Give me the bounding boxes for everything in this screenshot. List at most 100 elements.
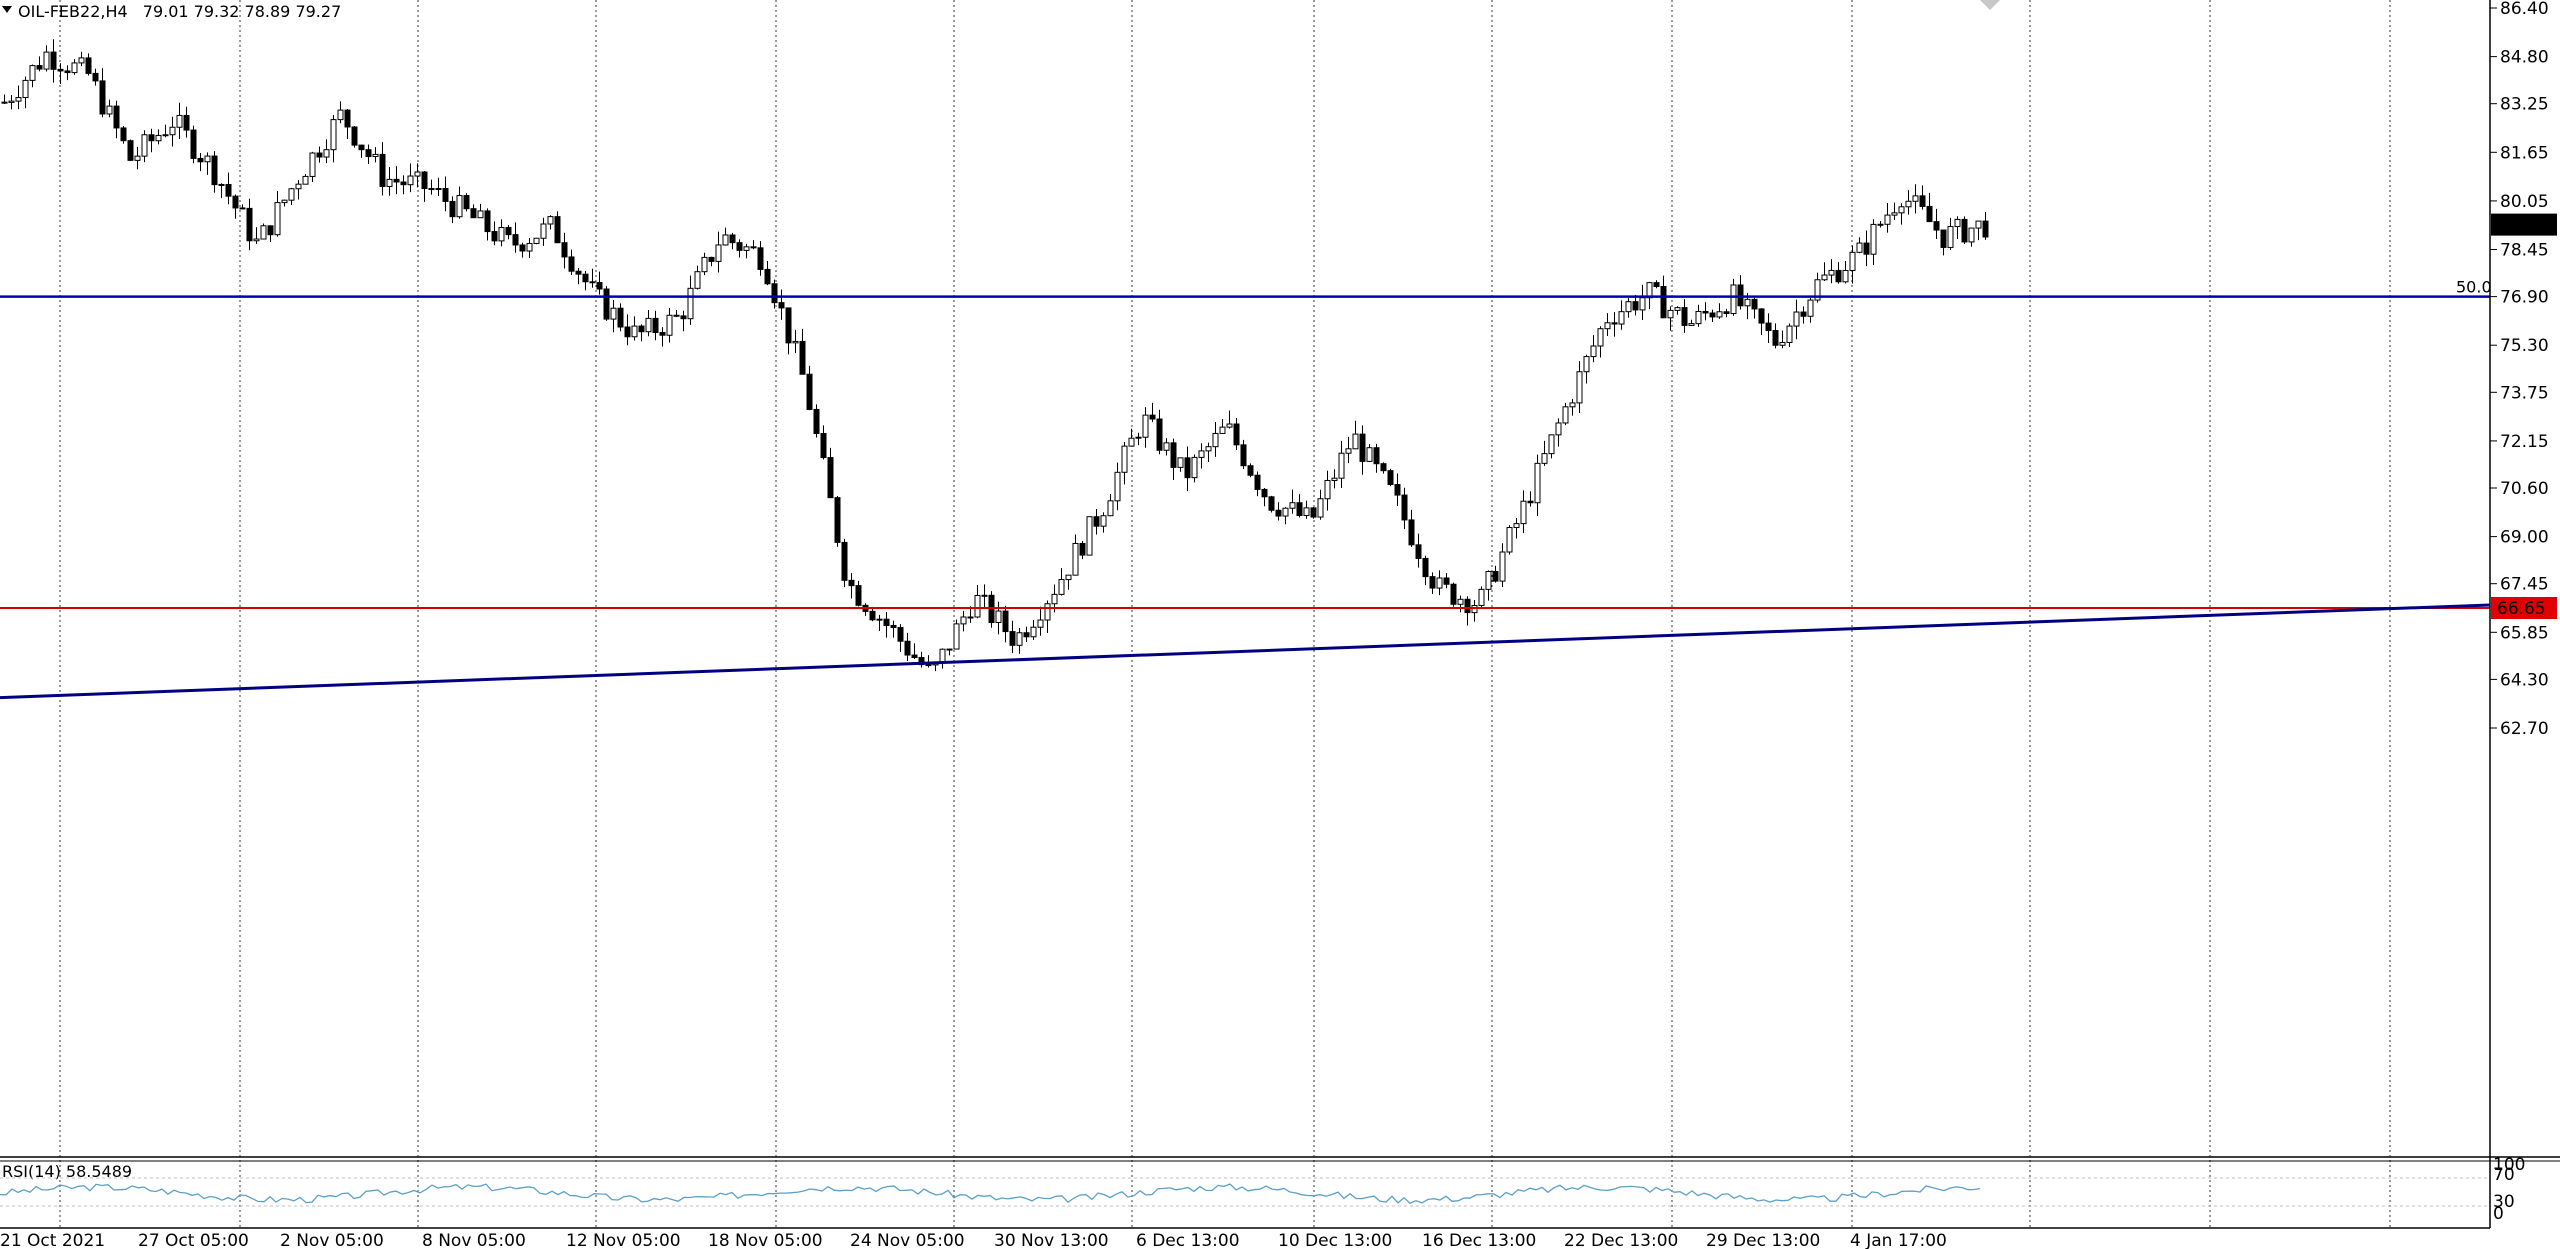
candle-body <box>1100 515 1107 527</box>
candle-body <box>1940 229 1947 248</box>
rsi-tick-label: 70 <box>2493 1165 2515 1185</box>
time-tick-label: 8 Nov 05:00 <box>422 1231 526 1249</box>
time-axis: 21 Oct 2021 27 Oct 05:00 2 Nov 05:00 8 Nov … <box>0 1231 1947 1249</box>
candle-body <box>1275 509 1282 517</box>
collapse-triangle-icon[interactable] <box>2 6 12 13</box>
ascending-trendline[interactable] <box>0 603 2491 700</box>
candle-body <box>1429 576 1436 589</box>
candle-body <box>155 134 162 142</box>
candle-body <box>687 287 694 320</box>
candle-body <box>1884 214 1891 225</box>
candle-body <box>1436 577 1443 589</box>
candle-body <box>904 640 911 656</box>
candle-body <box>470 208 477 219</box>
candle-body <box>288 188 295 201</box>
candle-body <box>225 183 232 197</box>
candle-body <box>1688 323 1695 326</box>
price-tick-label: 76.90 <box>2500 288 2549 308</box>
candle-body <box>1254 474 1261 490</box>
rsi-line <box>0 1183 1981 1205</box>
candle-body <box>1345 448 1352 454</box>
candle-body <box>1982 220 1989 238</box>
candle-body <box>582 273 589 283</box>
candle-body <box>1212 432 1219 448</box>
candle-body <box>1184 457 1191 479</box>
candle-body <box>442 188 449 202</box>
candle-body <box>372 153 379 158</box>
candle-body <box>827 457 834 499</box>
candle-body <box>1870 223 1877 255</box>
candle-body <box>820 432 827 459</box>
candle-body <box>1422 557 1429 578</box>
candle-body <box>771 283 778 304</box>
candle-body <box>1457 598 1464 605</box>
candle-body <box>1520 500 1527 525</box>
candle-body <box>1387 470 1394 486</box>
candle-body <box>813 408 820 434</box>
time-tick-label: 22 Dec 13:00 <box>1564 1231 1678 1249</box>
candle-body <box>953 623 960 650</box>
candle-body <box>694 271 701 289</box>
shift-marker-icon[interactable] <box>1980 0 2000 10</box>
candle-body <box>1975 220 1982 229</box>
candle-body <box>1905 200 1912 208</box>
price-tick-label: 67.45 <box>2500 575 2549 595</box>
candle-body <box>239 207 246 210</box>
candle-body <box>1450 583 1457 605</box>
candle-body <box>659 331 666 336</box>
candle-body <box>911 654 918 659</box>
candle-body <box>281 199 288 204</box>
candle-body <box>610 307 617 320</box>
candle-body <box>1835 269 1842 283</box>
candle-body <box>561 242 568 258</box>
candle-body <box>883 618 890 626</box>
candle-body <box>302 175 309 185</box>
candle-body <box>1233 423 1240 446</box>
candle-body <box>190 129 197 159</box>
candle-body <box>1415 544 1422 559</box>
candle-body <box>428 188 435 191</box>
candle-body <box>1856 242 1863 253</box>
candle-body <box>1037 619 1044 628</box>
candle-body <box>701 256 708 273</box>
candle-body <box>1681 307 1688 326</box>
candle-body <box>295 183 302 190</box>
candle-body <box>1709 312 1716 318</box>
candle-body <box>834 497 841 543</box>
candle-body <box>1058 579 1065 595</box>
candle-body <box>1324 479 1331 500</box>
candle-body <box>1765 322 1772 331</box>
candle-body <box>512 234 519 246</box>
time-tick-label: 21 Oct 2021 <box>0 1231 105 1249</box>
price-tick-label: 86.40 <box>2500 0 2549 19</box>
candle-body <box>1142 414 1149 438</box>
time-tick-label: 6 Dec 13:00 <box>1136 1231 1240 1249</box>
candle-body <box>876 618 883 621</box>
candle-body <box>78 57 85 64</box>
candle-body <box>106 105 113 115</box>
candle-body <box>1352 433 1359 450</box>
candle-body <box>519 244 526 252</box>
candle-body <box>1576 371 1583 404</box>
price-tick-label: 83.25 <box>2500 95 2549 115</box>
candle-body <box>1877 223 1884 226</box>
candle-body <box>750 246 757 249</box>
candle-body <box>736 242 743 251</box>
candle-body <box>1156 418 1163 451</box>
candle-body <box>1079 542 1086 556</box>
candle-body <box>645 317 652 333</box>
candle-body <box>1828 269 1835 276</box>
candle-body <box>1513 523 1520 529</box>
candle-body <box>1667 309 1674 319</box>
candle-body <box>1296 502 1303 517</box>
candle-body <box>778 302 785 309</box>
candle-body <box>680 315 687 320</box>
candle-body <box>449 200 456 218</box>
candle-body <box>1317 498 1324 518</box>
candle-body <box>729 234 736 244</box>
candle-body <box>897 627 904 642</box>
time-tick-label: 2 Nov 05:00 <box>280 1231 384 1249</box>
candle-body <box>57 68 64 72</box>
